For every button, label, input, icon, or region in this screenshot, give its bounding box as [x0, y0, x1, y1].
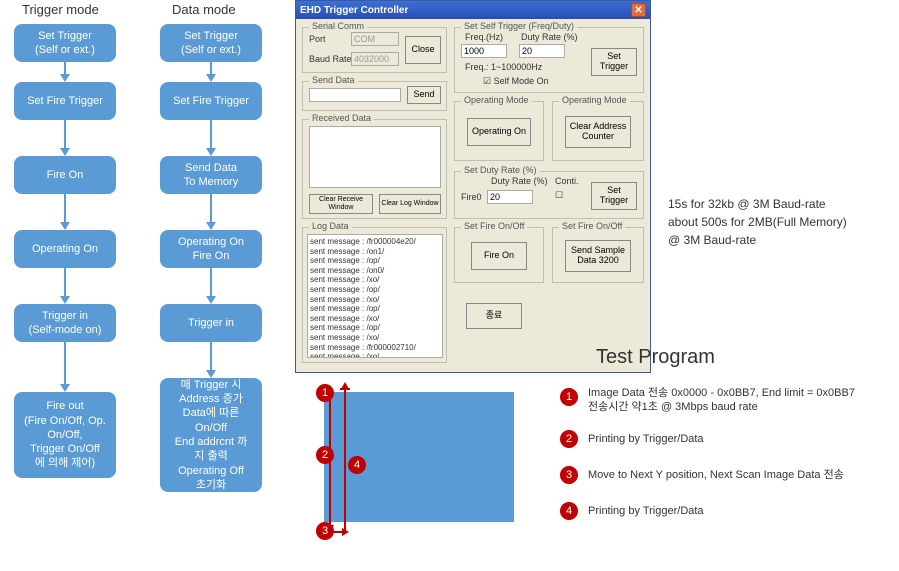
- arrow: [210, 268, 212, 298]
- trig-box-4: Operating On: [14, 230, 116, 268]
- trig-box-5: Trigger in(Self-mode on): [14, 304, 116, 342]
- fire1-title: Set Fire On/Off: [461, 221, 527, 231]
- note-3: @ 3M Baud-rate: [668, 232, 756, 249]
- marker-2: 2: [316, 446, 334, 464]
- fire1-group: Set Fire On/Off Fire On: [454, 227, 544, 283]
- arrow: [64, 194, 66, 224]
- log-text[interactable]: sent message : /fr000004e20/sent message…: [307, 234, 443, 358]
- clear-log-button[interactable]: Clear Log Window: [379, 194, 441, 214]
- legend-1-circle: 1: [560, 388, 578, 406]
- marker-4: 4: [348, 456, 366, 474]
- data-box-3: Send DataTo Memory: [160, 156, 262, 194]
- arrow: [210, 120, 212, 150]
- dutyrate-title: Set Duty Rate (%): [461, 165, 540, 175]
- serial-title: Serial Comm: [309, 21, 367, 31]
- arrow: [64, 268, 66, 298]
- arrow: [210, 62, 212, 76]
- legend-3-text: Move to Next Y position, Next Scan Image…: [588, 468, 844, 482]
- data-box-4: Operating OnFire On: [160, 230, 262, 268]
- opmode1-group: Operating Mode Operating On: [454, 101, 544, 161]
- send-input[interactable]: [309, 88, 401, 102]
- arrow: [210, 342, 212, 372]
- received-group: Received Data Clear Receive Window Clear…: [302, 119, 447, 219]
- fire0-label: Fire0: [461, 192, 482, 202]
- opmode1-title: Operating Mode: [461, 95, 532, 105]
- end-button[interactable]: 종료: [466, 303, 522, 329]
- baud-select[interactable]: 4032000: [351, 52, 399, 66]
- send-sample-button[interactable]: Send SampleData 3200: [565, 240, 631, 272]
- conti-label: Conti.: [555, 176, 579, 186]
- legend-4-text: Printing by Trigger/Data: [588, 504, 704, 518]
- fire2-title: Set Fire On/Off: [559, 221, 625, 231]
- test-program-caption: Test Program: [596, 346, 715, 369]
- legend-2-text: Printing by Trigger/Data: [588, 432, 704, 446]
- received-title: Received Data: [309, 113, 374, 123]
- freq-range: Freq.: 1~100000Hz: [465, 62, 542, 72]
- trig-box-6: Fire out(Fire On/Off, Op.On/Off,Trigger …: [14, 392, 116, 478]
- data-box-1: Set Trigger(Self or ext.): [160, 24, 262, 62]
- dutyrate-group: Set Duty Rate (%) Duty Rate (%) Conti. F…: [454, 171, 644, 219]
- titlebar[interactable]: EHD Trigger Controller ✕: [296, 1, 650, 19]
- data-box-5: Trigger in: [160, 304, 262, 342]
- send-button[interactable]: Send: [407, 86, 441, 104]
- log-title: Log Data: [309, 221, 352, 231]
- fire2-group: Set Fire On/Off Send SampleData 3200: [552, 227, 644, 283]
- close-button[interactable]: Close: [405, 36, 441, 64]
- port-select[interactable]: COM: [351, 32, 399, 46]
- arrow: [64, 62, 66, 76]
- dutyrate-input[interactable]: 20: [487, 190, 533, 204]
- log-group: Log Data sent message : /fr000004e20/sen…: [302, 227, 447, 363]
- legend-1-text: Image Data 전송 0x0000 - 0x0BB7, End limit…: [588, 386, 855, 415]
- operating-on-button[interactable]: Operating On: [467, 118, 531, 146]
- ehd-window: EHD Trigger Controller ✕ Serial Comm Por…: [295, 0, 651, 373]
- legend-4-circle: 4: [560, 502, 578, 520]
- selftrig-title: Set Self Trigger (Freq/Duty): [461, 21, 577, 31]
- window-title: EHD Trigger Controller: [300, 5, 408, 16]
- fire-on-button[interactable]: Fire On: [471, 242, 527, 270]
- opmode2-group: Operating Mode Clear AddressCounter: [552, 101, 644, 161]
- arrow: [64, 120, 66, 150]
- clear-receive-button[interactable]: Clear Receive Window: [309, 194, 373, 214]
- baud-label: Baud Rate: [309, 54, 352, 64]
- opmode2-title: Operating Mode: [559, 95, 630, 105]
- trig-box-2: Set Fire Trigger: [14, 82, 116, 120]
- serial-group: Serial Comm Port COM Baud Rate 4032000 C…: [302, 27, 447, 73]
- data-box-2: Set Fire Trigger: [160, 82, 262, 120]
- trigger-mode-header: Trigger mode: [22, 2, 99, 17]
- senddata-title: Send Data: [309, 75, 358, 85]
- marker-3: 3: [316, 522, 334, 540]
- set-trigger2-button[interactable]: Set Trigger: [591, 182, 637, 210]
- legend-2-circle: 2: [560, 430, 578, 448]
- freq-input[interactable]: 1000: [461, 44, 507, 58]
- received-text[interactable]: [309, 126, 441, 188]
- duty-label: Duty Rate (%): [521, 32, 578, 42]
- set-trigger-button[interactable]: Set Trigger: [591, 48, 637, 76]
- path-4-up: [344, 388, 346, 533]
- trig-box-1: Set Trigger(Self or ext.): [14, 24, 116, 62]
- data-box-6: 매 Trigger 시Address 증가Data에 따른On/OffEnd a…: [160, 378, 262, 492]
- conti-check[interactable]: ☐: [555, 190, 563, 201]
- dutyrate-label: Duty Rate (%): [491, 176, 548, 186]
- close-icon[interactable]: ✕: [631, 3, 646, 17]
- port-label: Port: [309, 34, 326, 44]
- senddata-group: Send Data Send: [302, 81, 447, 111]
- clear-addr-button[interactable]: Clear AddressCounter: [565, 116, 631, 148]
- duty-input[interactable]: 20: [519, 44, 565, 58]
- arrow: [64, 342, 66, 386]
- note-2: about 500s for 2MB(Full Memory): [668, 214, 847, 231]
- legend-3-circle: 3: [560, 466, 578, 484]
- arrow: [210, 194, 212, 224]
- marker-1: 1: [316, 384, 334, 402]
- freq-label: Freq.(Hz): [465, 32, 503, 42]
- selftrig-group: Set Self Trigger (Freq/Duty) Freq.(Hz) D…: [454, 27, 644, 93]
- note-1: 15s for 32kb @ 3M Baud-rate: [668, 196, 826, 213]
- data-mode-header: Data mode: [172, 2, 236, 17]
- trig-box-3: Fire On: [14, 156, 116, 194]
- selfmode-label: ☑ Self Mode On: [483, 76, 549, 87]
- arrow-up-icon: [341, 382, 349, 389]
